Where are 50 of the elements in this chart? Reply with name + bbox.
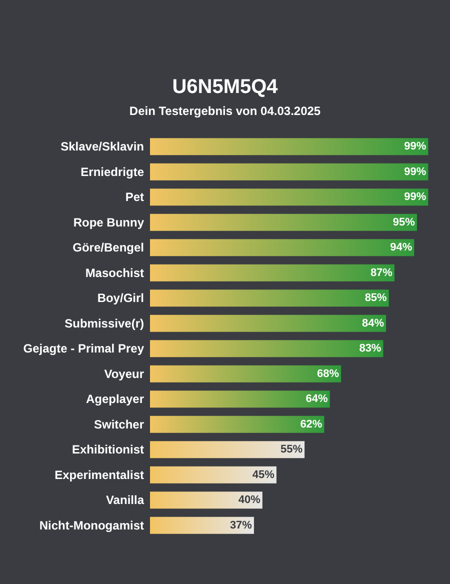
y-tick-label: Vanilla — [106, 493, 144, 508]
data-label: 94% — [390, 242, 412, 254]
y-tick-label: Göre/Bengel — [72, 240, 144, 255]
y-tick-label: Switcher — [94, 417, 144, 432]
data-label: 87% — [370, 266, 393, 279]
data-label: 85% — [364, 292, 388, 304]
bar — [150, 516, 254, 534]
bar — [150, 239, 414, 256]
bar — [150, 290, 389, 307]
y-tick-label: Boy/Girl — [97, 291, 144, 306]
data-label: 95% — [392, 216, 416, 228]
data-label: 55% — [280, 444, 303, 456]
bar — [150, 416, 324, 433]
y-tick-label: Nicht-Monogamist — [39, 518, 144, 532]
data-label: 62% — [300, 418, 322, 430]
y-tick-label: Voyeur — [104, 366, 144, 381]
chart-title: U6N5M5Q4 — [172, 76, 279, 98]
bar — [150, 466, 276, 484]
data-label: 99% — [404, 191, 426, 204]
y-tick-label: Ageplayer — [86, 392, 144, 406]
bar — [150, 188, 428, 206]
y-tick-label: Submissive(r) — [64, 316, 144, 330]
data-label: 68% — [317, 368, 340, 380]
y-tick-label: Sklave/Sklavin — [60, 140, 144, 154]
chart-subtitle: Dein Testergebnis von 04.03.2025 — [129, 104, 321, 118]
bar — [150, 441, 305, 458]
y-tick-label: Exhibitionist — [72, 442, 144, 457]
y-tick-label: Rope Bunny — [73, 215, 144, 230]
y-tick-label: Experimentalist — [54, 468, 144, 482]
bar — [150, 340, 384, 358]
y-tick-label: Masochist — [85, 266, 144, 280]
y-tick-label: Erniedrigte — [80, 164, 144, 179]
y-tick-label: Pet — [125, 190, 144, 204]
data-label: 84% — [362, 317, 384, 330]
data-label: 83% — [359, 342, 382, 355]
bar — [150, 314, 386, 332]
data-label: 99% — [404, 140, 426, 153]
bar — [150, 492, 262, 509]
bar — [150, 214, 417, 231]
bar — [150, 138, 428, 156]
data-label: 45% — [252, 468, 275, 481]
data-label: 99% — [404, 166, 426, 178]
data-label: 64% — [306, 393, 328, 406]
data-label: 40% — [238, 494, 261, 506]
y-tick-label: Gejagte - Primal Prey — [23, 342, 144, 356]
data-label: 37% — [230, 519, 252, 532]
bar — [150, 264, 394, 282]
bar — [150, 390, 330, 408]
bar — [150, 365, 342, 382]
bar — [150, 163, 428, 180]
